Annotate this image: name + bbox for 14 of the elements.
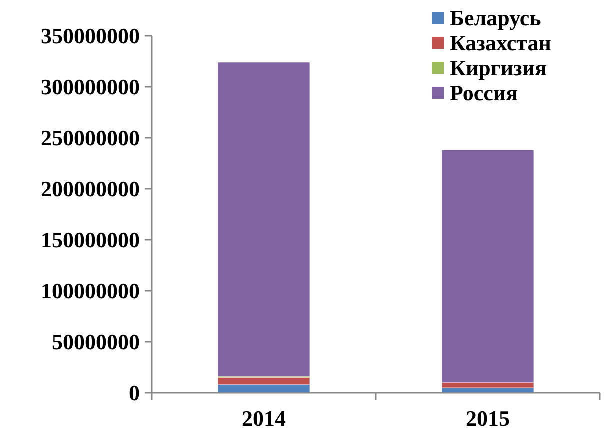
y-tick-label: 50000000 bbox=[52, 330, 140, 355]
y-tick-label: 200000000 bbox=[41, 176, 140, 202]
y-tick-label: 250000000 bbox=[41, 126, 140, 151]
legend-label: Россия bbox=[450, 80, 518, 106]
y-tick-label: 150000000 bbox=[41, 228, 140, 253]
y-tick-label: 300000000 bbox=[41, 74, 140, 100]
y-tick-label: 350000000 bbox=[41, 24, 140, 49]
legend-label: Киргизия bbox=[450, 56, 548, 81]
x-tick-label: 2014 bbox=[242, 406, 286, 431]
y-tick-label: 100000000 bbox=[41, 278, 140, 304]
legend-label: Казахстан bbox=[450, 30, 552, 56]
y-tick-label: 0 bbox=[129, 380, 140, 406]
x-tick-label: 2015 bbox=[466, 406, 510, 431]
legend-label: Беларусь bbox=[450, 6, 542, 31]
